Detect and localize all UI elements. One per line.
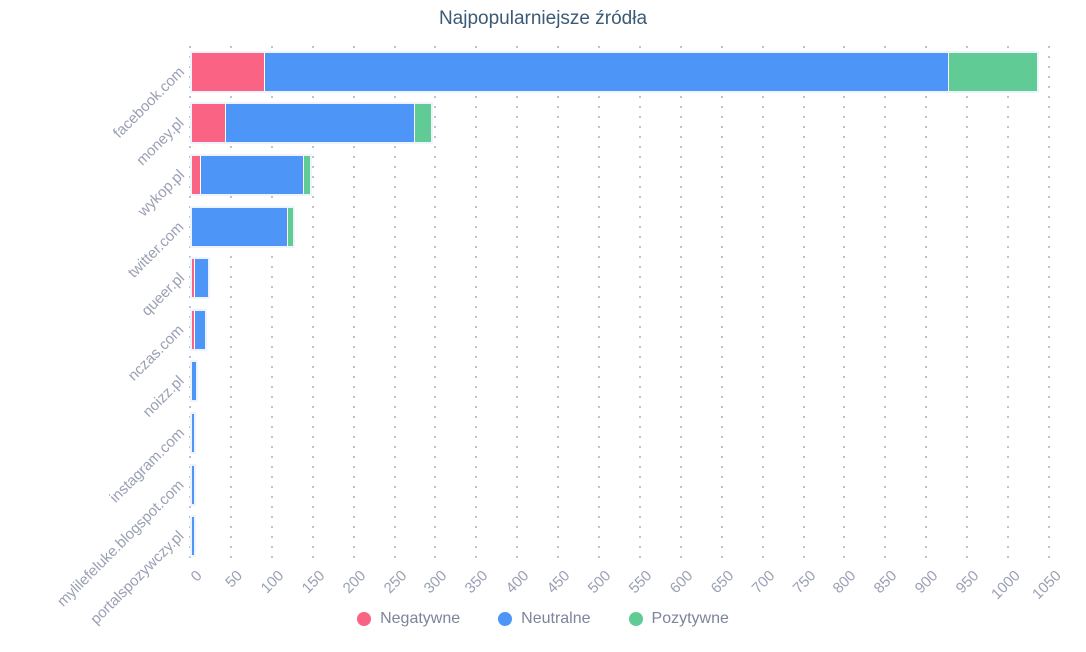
legend-marker-circle-icon [628,612,643,626]
x-tick-label: 600 [666,567,697,598]
x-tick-label: 900 [911,567,942,598]
legend-label: Neutralne [521,610,591,627]
bar-segment-pozytywne[interactable] [303,156,311,194]
legend: Negatywne Neutralne Pozytywne [0,610,1086,628]
x-tick-label: 1050 [1028,567,1065,603]
bar-segment-neutralne[interactable] [192,207,287,246]
x-tick-label: 300 [421,567,451,598]
gridline [270,46,273,562]
bar-row [190,515,197,558]
bar-segment-neutralne[interactable] [263,52,949,91]
bar-segment-neutralne[interactable] [192,517,195,556]
bar-row [190,412,197,454]
bar-stack [190,257,210,300]
bar-stack [190,102,434,145]
x-tick-label: 350 [461,567,492,598]
bar-row [190,257,210,300]
legend-marker-circle-icon [357,612,372,626]
gridline [720,46,723,562]
gridline [1048,46,1050,562]
bar-stack [190,515,197,558]
bar-stack [190,463,197,506]
gridline [1007,46,1010,562]
x-tick-label: 850 [870,567,901,598]
x-tick-label: 800 [830,567,860,598]
x-tick-label: 750 [789,567,819,598]
x-tick-label: 200 [339,567,369,598]
gridline [843,46,846,562]
bar-segment-negatywne[interactable] [192,310,194,349]
x-tick-label: 150 [298,567,329,598]
bar-segment-negatywne[interactable] [192,52,264,91]
bar-segment-neutralne[interactable] [192,465,195,504]
bar-segment-negatywne[interactable] [192,104,225,143]
bar-row [190,360,199,403]
legend-item-negatywne[interactable]: Negatywne [357,610,460,628]
bar-segment-neutralne[interactable] [193,310,206,349]
x-tick-label: 650 [707,567,738,598]
bar-stack [190,308,208,351]
bar-segment-neutralne[interactable] [192,362,197,401]
bar-segment-neutralne[interactable] [224,104,414,143]
bar-segment-neutralne[interactable] [193,259,208,298]
bar-stack [190,50,1040,93]
gridline [229,46,232,562]
gridline [189,46,191,562]
legend-item-neutralne[interactable]: Neutralne [498,610,591,628]
gridline [761,46,764,562]
bar-segment-pozytywne[interactable] [413,104,432,143]
x-tick-label: 400 [502,567,533,598]
legend-label: Negatywne [380,610,461,627]
legend-marker-circle-icon [498,612,513,626]
bar-segment-pozytywne[interactable] [948,52,1038,91]
x-tick-label: 250 [380,567,410,598]
legend-label: Pozytywne [651,610,729,627]
bar-row [190,308,208,351]
chart-title: Najpopularniejsze źródła [438,8,648,29]
x-tick-label: 0 [187,567,206,586]
gridline [475,46,478,562]
x-tick-label: 500 [584,567,615,598]
gridline [434,46,437,562]
y-axis-label: noizz.pl [139,373,188,422]
gridline [311,46,314,562]
bar-segment-pozytywne[interactable] [286,207,293,246]
bar-segment-negatywne[interactable] [192,259,194,298]
bar-segment-neutralne[interactable] [192,414,195,452]
bar-row [190,50,1040,93]
gridline [352,46,355,562]
x-tick-label: 550 [625,567,656,598]
gridline [679,46,682,562]
bar-row [190,154,313,196]
gridline [393,46,396,562]
bar-stack [190,360,199,403]
y-axis-label: queer.pl [137,269,188,320]
gridline [638,46,641,562]
bar-stack [190,205,295,248]
x-tick-label: 100 [257,567,288,598]
bar-stack [190,154,313,196]
x-tick-label: 450 [543,567,574,598]
gridline [557,46,560,562]
legend-item-pozytywne[interactable]: Pozytywne [628,610,729,628]
bar-row [190,205,295,248]
gridline [966,46,969,562]
gridline [516,46,519,562]
x-tick-label: 1000 [987,567,1024,603]
gridline [884,46,887,562]
x-tick-label: 950 [952,567,983,598]
bar-row [190,463,197,506]
x-tick-label: 50 [222,567,247,592]
x-tick-label: 700 [748,567,778,598]
bar-segment-neutralne[interactable] [200,156,304,194]
y-axis-label: wykop.pl [134,166,188,220]
gridline [802,46,805,562]
plot-area [189,46,1050,562]
gridline [598,46,601,562]
bar-stack [190,412,197,454]
gridline [925,46,928,562]
bar-row [190,102,434,145]
bar-segment-negatywne[interactable] [192,156,201,194]
